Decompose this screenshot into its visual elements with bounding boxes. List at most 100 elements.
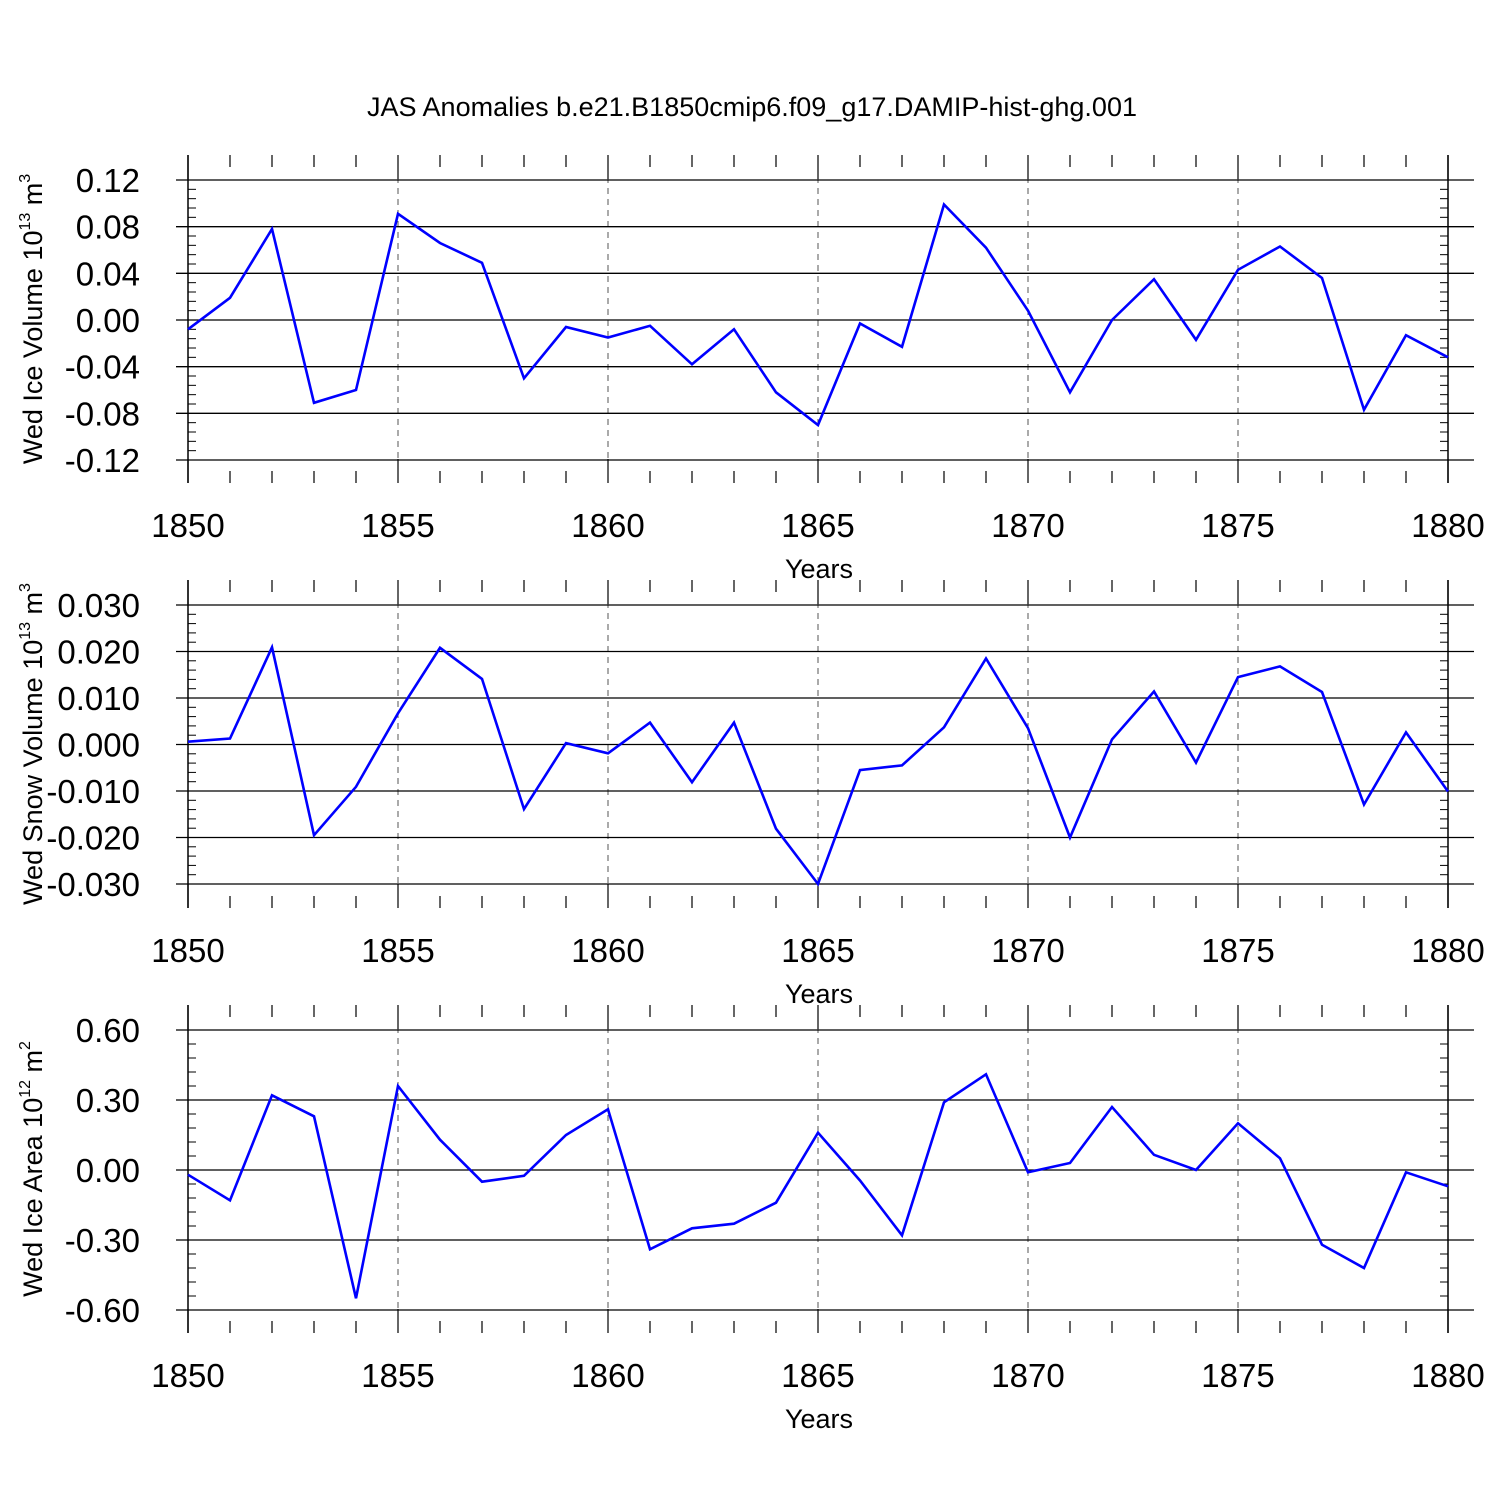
x-tick-label: 1880 xyxy=(1411,1357,1484,1394)
x-tick-label: 1865 xyxy=(781,507,854,544)
y-tick-label: -0.030 xyxy=(46,866,140,903)
data-point xyxy=(1026,309,1030,313)
y-tick-label: -0.12 xyxy=(65,442,140,479)
x-tick-label: 1850 xyxy=(151,932,224,969)
series-line xyxy=(187,643,1450,887)
y-axis-label: Wed Ice Volume 1013 m3 xyxy=(17,174,48,464)
data-point xyxy=(900,763,904,767)
data-point xyxy=(1194,761,1198,765)
data-point xyxy=(606,751,610,755)
y-tick-label: 0.010 xyxy=(57,680,140,717)
data-point xyxy=(522,376,526,380)
x-axis-label: Years xyxy=(785,554,853,584)
data-point xyxy=(732,721,736,725)
y-tick-label: 0.000 xyxy=(57,727,140,764)
data-point xyxy=(858,1179,862,1183)
y-tick-label: -0.30 xyxy=(65,1222,140,1259)
data-point xyxy=(984,1072,988,1076)
data-point xyxy=(606,336,610,340)
data-point xyxy=(1026,1170,1030,1174)
data-point xyxy=(984,656,988,660)
y-tick-label: 0.00 xyxy=(76,1152,140,1189)
x-tick-label: 1870 xyxy=(991,932,1064,969)
x-tick-label: 1850 xyxy=(151,1357,224,1394)
data-point xyxy=(648,1247,652,1251)
data-point xyxy=(438,646,442,650)
data-point xyxy=(270,1093,274,1097)
y-tick-label: 0.020 xyxy=(57,634,140,671)
data-point xyxy=(816,1131,820,1135)
data-point xyxy=(1404,333,1408,337)
data-point xyxy=(564,741,568,745)
data-point xyxy=(1110,318,1114,322)
data-point xyxy=(732,327,736,331)
panel-1: -0.12 -0.08 -0.04 0.00 0.04 0.08 0.12 1850 1855 1… xyxy=(17,155,1485,584)
panel-2: -0.030 -0.020 -0.010 0.000 0.010 0.020 0.030 18… xyxy=(17,580,1485,1009)
x-tick-label: 1865 xyxy=(781,1357,854,1394)
data-point xyxy=(564,1133,568,1137)
data-point xyxy=(816,423,820,427)
data-point xyxy=(984,246,988,250)
data-point xyxy=(1362,408,1366,412)
x-tick-label: 1860 xyxy=(571,507,644,544)
data-point xyxy=(438,1138,442,1142)
x-tick-label: 1860 xyxy=(571,1357,644,1394)
data-point xyxy=(1362,802,1366,806)
x-tick-label: 1855 xyxy=(361,1357,434,1394)
data-point xyxy=(858,768,862,772)
x-tick-label: 1855 xyxy=(361,932,434,969)
data-point xyxy=(774,1201,778,1205)
data-point xyxy=(1152,689,1156,693)
panel-3: -0.60 -0.30 0.00 0.30 0.60 1850 1855 1860 1865 18… xyxy=(17,1005,1485,1434)
x-axis-label: Years xyxy=(785,1404,853,1434)
data-point xyxy=(1152,277,1156,281)
data-point xyxy=(186,740,190,744)
data-point xyxy=(1320,276,1324,280)
data-point xyxy=(1026,726,1030,730)
data-point xyxy=(1236,268,1240,272)
data-point xyxy=(1194,1168,1198,1172)
x-tick-label: 1875 xyxy=(1201,1357,1274,1394)
x-tick-label: 1850 xyxy=(151,507,224,544)
data-point xyxy=(1278,245,1282,249)
data-point xyxy=(480,677,484,681)
data-point xyxy=(396,711,400,715)
y-tick-label: 0.12 xyxy=(76,162,140,199)
data-point xyxy=(1362,1266,1366,1270)
data-point xyxy=(1404,1170,1408,1174)
data-point xyxy=(690,362,694,366)
data-point xyxy=(1446,1184,1450,1188)
data-point xyxy=(1236,1121,1240,1125)
data-point xyxy=(774,827,778,831)
data-point xyxy=(942,1100,946,1104)
data-point xyxy=(606,1107,610,1111)
data-point xyxy=(564,325,568,329)
data-point xyxy=(1068,1161,1072,1165)
data-point xyxy=(648,721,652,725)
data-point xyxy=(270,645,274,649)
series-line xyxy=(187,201,1449,428)
y-tick-label: 0.30 xyxy=(76,1082,140,1119)
data-point xyxy=(774,390,778,394)
y-tick-label: 0.08 xyxy=(76,209,140,246)
x-tick-label: 1875 xyxy=(1201,932,1274,969)
data-point xyxy=(942,725,946,729)
data-point xyxy=(480,1180,484,1184)
data-point xyxy=(1446,355,1450,359)
data-point xyxy=(186,1173,190,1177)
data-point xyxy=(312,1114,316,1118)
data-point xyxy=(228,736,232,740)
data-point xyxy=(1068,836,1072,840)
data-point xyxy=(228,296,232,300)
data-point xyxy=(1194,338,1198,342)
y-tick-label: 0.04 xyxy=(76,255,140,292)
data-point xyxy=(354,785,358,789)
y-tick-label: 0.60 xyxy=(76,1012,140,1049)
y-tick-label: -0.010 xyxy=(46,773,140,810)
y-tick-label: 0.00 xyxy=(76,302,140,339)
x-tick-label: 1880 xyxy=(1411,507,1484,544)
x-tick-label: 1865 xyxy=(781,932,854,969)
data-point xyxy=(1068,390,1072,394)
y-tick-label: -0.60 xyxy=(65,1292,140,1329)
y-tick-label: -0.04 xyxy=(65,349,140,386)
